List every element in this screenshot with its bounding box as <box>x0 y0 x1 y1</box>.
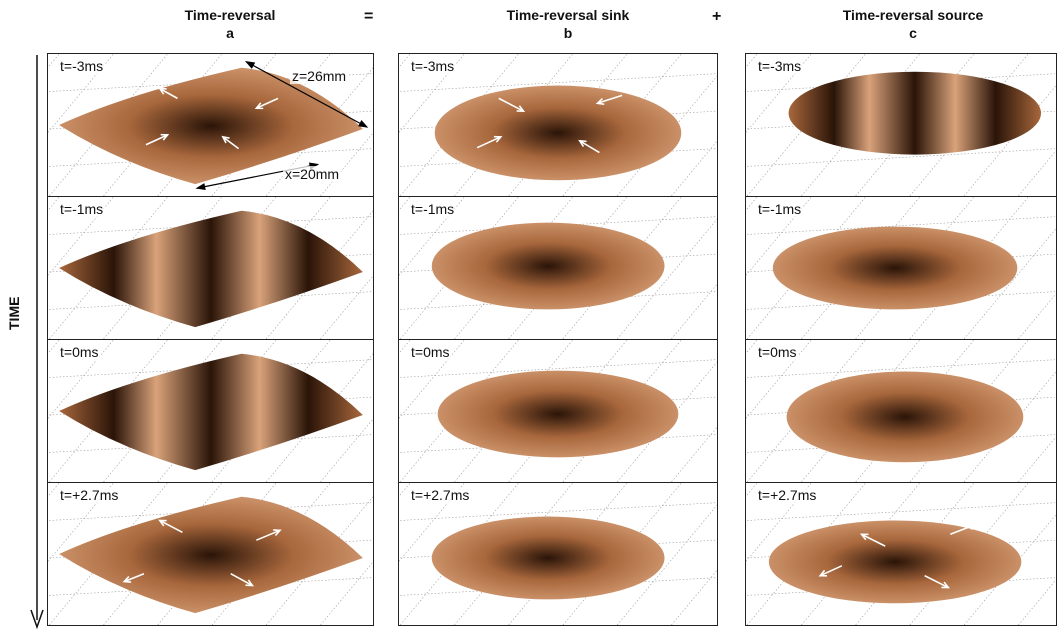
panel-a-t-0: t=0ms <box>47 339 374 483</box>
surface-sheet <box>59 353 363 471</box>
time-label: t=-3ms <box>409 58 457 74</box>
surface-a2 <box>48 197 373 339</box>
time-label: t=+2.7ms <box>58 487 121 503</box>
surface-blob <box>768 520 1022 604</box>
surface-blob <box>772 226 1018 310</box>
panel-c-t-0: t=0ms <box>745 339 1057 483</box>
time-label: t=-1ms <box>58 201 106 217</box>
surface-blob <box>786 371 1024 463</box>
surface-c3 <box>746 340 1056 482</box>
surface-a3 <box>48 340 373 482</box>
time-label: t=+2.7ms <box>409 487 472 503</box>
arrow-icon <box>950 523 978 536</box>
x-dimension-label: x=20mm <box>283 166 342 182</box>
panel-b-t-0: t=0ms <box>398 339 718 483</box>
equals-sign: = <box>364 8 374 25</box>
time-label: t=-3ms <box>58 58 106 74</box>
surface-c4 <box>746 483 1056 625</box>
time-label: t=-1ms <box>756 201 804 217</box>
arrow-icon <box>924 574 950 589</box>
surface-b1 <box>399 54 717 196</box>
plus-sign: + <box>712 8 722 25</box>
column-c-header: Time-reversal source c <box>818 6 1008 42</box>
arrow-icon <box>476 135 503 149</box>
surface-b4 <box>399 483 717 625</box>
time-label: t=0ms <box>756 344 799 360</box>
dimension-arrow-icon <box>244 61 369 128</box>
arrow-icon <box>498 97 526 113</box>
column-b-title: Time-reversal sink <box>506 7 630 23</box>
panel-a-t-plus-2-7: t=+2.7ms <box>47 482 374 626</box>
panel-b-t-minus-3: t=-3ms <box>398 53 718 197</box>
time-label: t=+2.7ms <box>756 487 819 503</box>
column-b-header: Time-reversal sink b <box>478 6 658 42</box>
surface-c1 <box>746 54 1056 196</box>
surface-blob <box>434 85 682 181</box>
column-c-letter: c <box>909 25 917 41</box>
column-a-header: Time-reversal a <box>150 6 310 42</box>
panel-b-t-minus-1: t=-1ms <box>398 196 718 340</box>
column-a-title: Time-reversal <box>184 7 276 23</box>
surface-b2 <box>399 197 717 339</box>
column-c-title: Time-reversal source <box>842 7 984 23</box>
surface-sheet <box>59 496 363 614</box>
panel-c-t-minus-1: t=-1ms <box>745 196 1057 340</box>
column-b-letter: b <box>563 25 573 41</box>
surface-blob <box>437 370 679 458</box>
column-a-letter: a <box>226 25 234 41</box>
surface-blob <box>431 516 665 600</box>
time-label: t=-1ms <box>409 201 457 217</box>
time-label: t=0ms <box>58 344 101 360</box>
panel-c-t-plus-2-7: t=+2.7ms <box>745 482 1057 626</box>
arrow-icon <box>221 135 240 150</box>
panel-c-t-minus-3: t=-3ms <box>745 53 1057 197</box>
surface-sheet <box>59 210 363 328</box>
panel-a-t-minus-3: t=-3ms z=26mm x=20mm <box>47 53 374 197</box>
arrow-icon <box>578 139 600 154</box>
surface-blob <box>788 71 1042 155</box>
panel-a-t-minus-1: t=-1ms <box>47 196 374 340</box>
arrow-icon <box>122 572 145 583</box>
surface-sheet <box>59 67 363 185</box>
arrow-icon <box>818 565 843 577</box>
surface-a1 <box>48 54 373 196</box>
time-label: t=0ms <box>409 344 452 360</box>
z-dimension-label: z=26mm <box>290 68 349 84</box>
arrow-icon <box>145 133 170 146</box>
time-arrow-icon <box>30 55 44 630</box>
surface-blob <box>431 222 665 310</box>
surface-a4 <box>48 483 373 625</box>
arrow-icon <box>595 94 623 106</box>
arrow-icon <box>256 529 282 541</box>
arrow-icon <box>230 573 255 587</box>
surface-c2 <box>746 197 1056 339</box>
surface-b3 <box>399 340 717 482</box>
arrow-icon <box>859 533 886 547</box>
arrow-icon <box>254 97 279 110</box>
time-axis-label: TIME <box>6 296 22 330</box>
arrow-icon <box>158 87 178 100</box>
panel-b-t-plus-2-7: t=+2.7ms <box>398 482 718 626</box>
arrow-icon <box>158 519 183 534</box>
time-label: t=-3ms <box>756 58 804 74</box>
